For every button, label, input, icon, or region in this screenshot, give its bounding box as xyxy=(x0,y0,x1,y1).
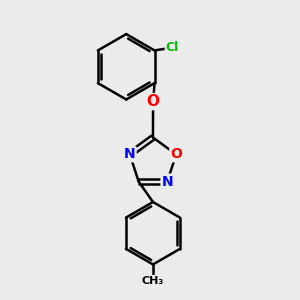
Text: N: N xyxy=(161,175,173,189)
Text: O: O xyxy=(170,147,182,161)
Text: O: O xyxy=(147,94,160,109)
Text: CH₃: CH₃ xyxy=(142,276,164,286)
Text: Cl: Cl xyxy=(166,41,179,54)
Text: N: N xyxy=(124,147,136,161)
